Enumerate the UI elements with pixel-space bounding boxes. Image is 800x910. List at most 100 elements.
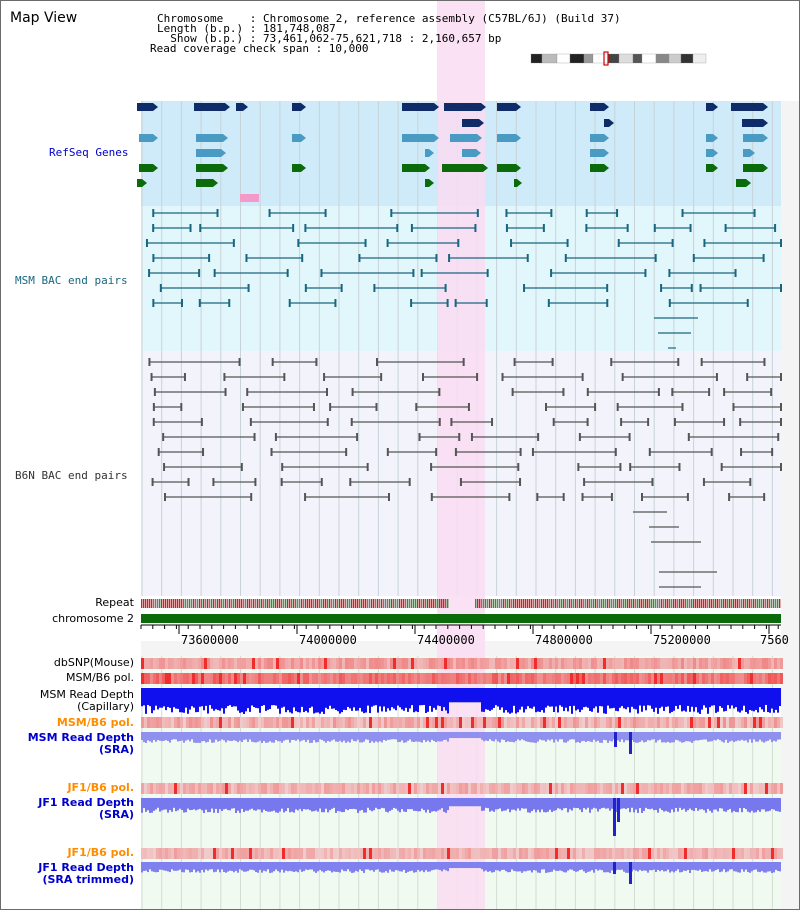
depth-bar <box>183 688 185 713</box>
depth-bar <box>601 862 603 871</box>
bac-end <box>364 239 367 247</box>
heat-cell <box>765 658 768 669</box>
heat-cell <box>210 658 213 669</box>
depth-bar <box>259 688 261 713</box>
depth-bar <box>625 862 627 873</box>
heat-cell <box>432 658 435 669</box>
heat-cell <box>180 848 183 859</box>
repeat-glyph <box>419 599 421 608</box>
heat-cell <box>480 717 483 728</box>
depth-bar <box>445 688 447 711</box>
depth-bar <box>571 798 573 811</box>
depth-bar <box>543 798 545 813</box>
depth-bar <box>207 862 209 871</box>
heat-cell <box>297 783 300 794</box>
heat-cell <box>651 783 654 794</box>
heat-cell <box>585 717 588 728</box>
repeat-glyph <box>221 599 223 608</box>
heat-cell <box>666 717 669 728</box>
gene-glyph <box>425 179 429 187</box>
track-label-refseq-genes[interactable]: RefSeq Genes <box>49 146 129 159</box>
depth-bar <box>483 798 485 811</box>
depth-bar <box>355 798 357 810</box>
repeat-glyph <box>151 599 153 608</box>
heat-cell <box>669 848 672 859</box>
repeat-glyph <box>297 599 299 608</box>
depth-bar <box>591 732 593 743</box>
heat-cell <box>141 717 144 728</box>
heat-cell <box>261 658 264 669</box>
heat-cell <box>558 848 561 859</box>
depth-bar <box>225 732 227 743</box>
depth-bar <box>221 688 223 709</box>
repeat-glyph <box>691 599 693 608</box>
depth-bar <box>629 688 631 713</box>
depth-bar <box>427 798 429 810</box>
depth-bar <box>397 688 399 706</box>
depth-bar <box>487 798 489 809</box>
depth-bar <box>385 862 387 872</box>
bac-end <box>780 463 782 471</box>
gene-arrow <box>434 134 439 142</box>
repeat-glyph <box>495 599 497 608</box>
heat-cell <box>498 848 501 859</box>
heat-cell <box>156 717 159 728</box>
heat-cell <box>759 783 762 794</box>
depth-bar <box>407 862 409 872</box>
heat-cell <box>735 658 738 669</box>
depth-bar <box>411 798 413 810</box>
heat-cell <box>687 717 690 728</box>
heat-cell <box>681 717 684 728</box>
heat-cell <box>675 783 678 794</box>
gene-glyph <box>292 164 301 172</box>
depth-bar <box>473 798 475 807</box>
depth-bar <box>185 798 187 813</box>
heat-cell <box>690 848 693 859</box>
repeat-glyph <box>653 599 655 608</box>
heat-cell <box>258 673 261 684</box>
heat-cell <box>354 848 357 859</box>
heat-cell <box>213 673 216 684</box>
heat-cell <box>543 783 546 794</box>
heat-cell <box>294 658 297 669</box>
depth-bar <box>647 732 649 741</box>
heat-cell <box>774 717 777 728</box>
heat-cell <box>702 848 705 859</box>
repeat-glyph <box>253 599 255 608</box>
depth-bar <box>231 862 233 871</box>
track-label-msm-bac[interactable]: MSM BAC end pairs <box>15 274 128 287</box>
depth-bar <box>577 688 579 710</box>
depth-bar <box>599 798 601 810</box>
gene-glyph <box>196 149 221 157</box>
track-label-b6n-bac[interactable]: B6N BAC end pairs <box>15 469 128 482</box>
repeat-glyph <box>359 599 361 608</box>
heat-cell <box>504 658 507 669</box>
heat-cell <box>717 848 720 859</box>
depth-bar <box>581 732 583 742</box>
depth-bar <box>545 798 547 813</box>
depth-bar <box>231 732 233 741</box>
heat-cell <box>210 673 213 684</box>
heat-cell <box>768 717 771 728</box>
heat-cell <box>603 848 606 859</box>
repeat-glyph <box>351 599 353 608</box>
coverage-span-info: Read coverage check span : 10,000 <box>150 42 369 55</box>
depth-bar <box>727 688 729 706</box>
depth-bar <box>293 798 295 813</box>
depth-bar <box>749 862 751 873</box>
heat-cell <box>678 673 681 684</box>
depth-bar <box>731 732 733 741</box>
depth-bar <box>593 862 595 873</box>
heat-cell <box>504 717 507 728</box>
heat-cell <box>501 673 504 684</box>
depth-bar <box>469 732 471 739</box>
depth-bar <box>481 688 483 712</box>
heat-cell <box>279 783 282 794</box>
depth-bar <box>271 862 273 873</box>
heat-cell <box>663 658 666 669</box>
header-area <box>1 1 799 101</box>
heat-cell <box>333 717 336 728</box>
track-label-jf1-depth-trimmed: JF1 Read Depth (SRA trimmed) <box>38 861 134 886</box>
heat-cell <box>495 673 498 684</box>
heat-cell <box>582 673 585 684</box>
